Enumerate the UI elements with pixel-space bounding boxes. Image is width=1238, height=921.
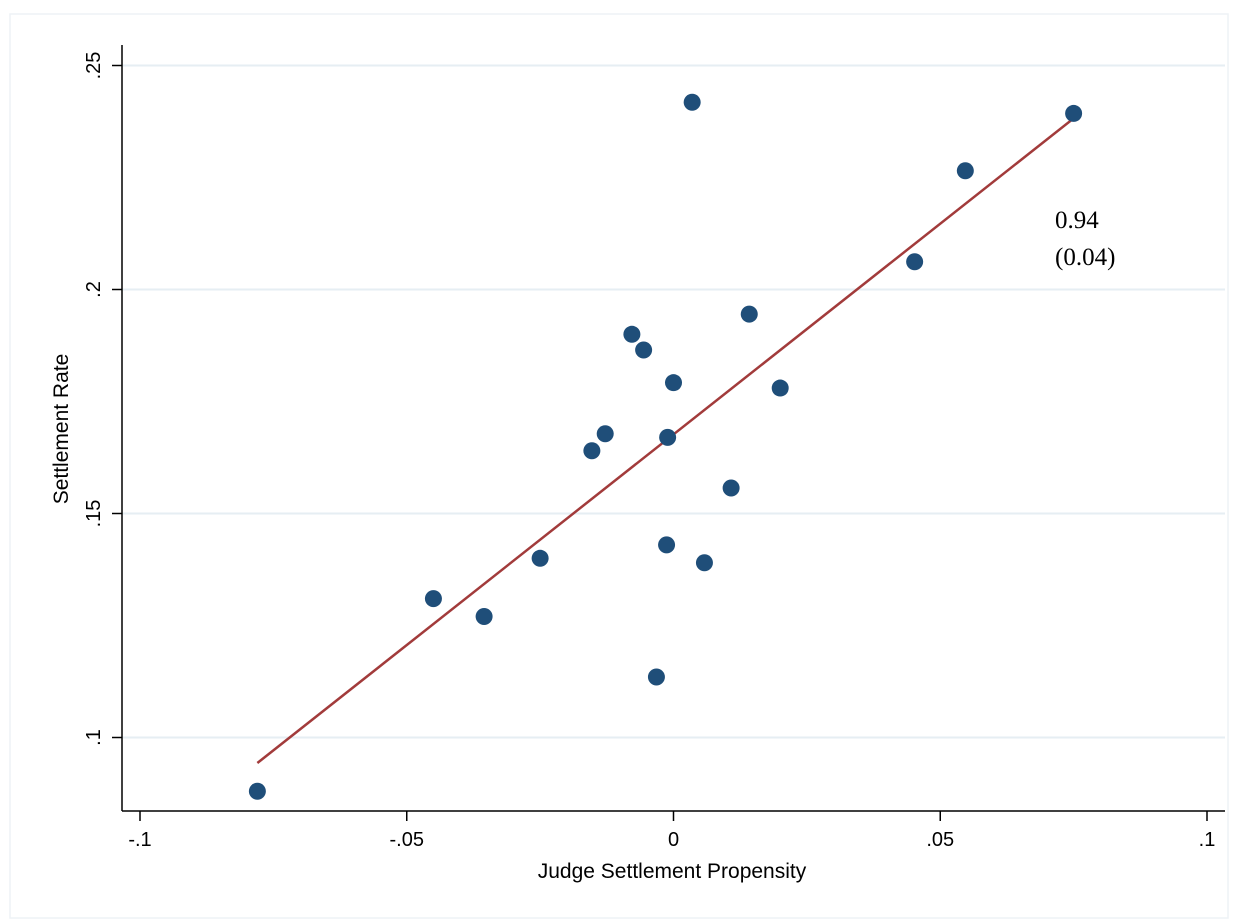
grid-lines (122, 64, 1225, 739)
data-point-3 (531, 549, 549, 567)
axes (121, 45, 1225, 812)
coefficient-annotation: 0.94 (1055, 207, 1099, 234)
data-point-15 (740, 305, 758, 323)
data-point-6 (623, 325, 641, 343)
y-tick-label-3: .25 (83, 52, 105, 80)
standard-error-annotation: (0.04) (1055, 244, 1115, 271)
x-tick-label-4: .1 (1199, 829, 1216, 851)
tick-marks: -.1 -.05 0 .05 .1 .1 .15 .2 .25 (83, 52, 1215, 851)
y-axis-title: Settlement Rate (50, 354, 73, 505)
x-tick-label-1: -.05 (390, 829, 424, 851)
x-tick-label-2: 0 (668, 829, 679, 851)
data-point-12 (683, 93, 701, 111)
data-point-4 (583, 442, 601, 460)
outer-frame (9, 13, 1229, 919)
data-point-11 (665, 374, 682, 392)
y-tick-label-0: .1 (83, 729, 105, 746)
x-axis-title: Judge Settlement Propensity (538, 860, 807, 883)
data-point-13 (695, 554, 713, 572)
data-point-10 (659, 428, 677, 446)
data-point-5 (596, 425, 614, 443)
data-point-7 (635, 341, 653, 359)
data-point-18 (956, 162, 974, 180)
data-point-19 (1065, 104, 1083, 122)
y-tick-label-2: .2 (83, 281, 105, 298)
data-point-16 (771, 379, 789, 397)
data-point-14 (722, 479, 740, 497)
data-point-8 (647, 668, 665, 686)
y-tick-label-1: .15 (83, 500, 105, 528)
x-tick-label-0: -.1 (128, 829, 151, 851)
data-point-1 (424, 590, 442, 608)
data-points (248, 93, 1083, 800)
data-point-0 (248, 782, 266, 800)
data-point-9 (658, 536, 676, 554)
data-point-2 (475, 608, 493, 626)
data-point-17 (906, 253, 924, 271)
x-tick-label-3: .05 (926, 829, 954, 851)
